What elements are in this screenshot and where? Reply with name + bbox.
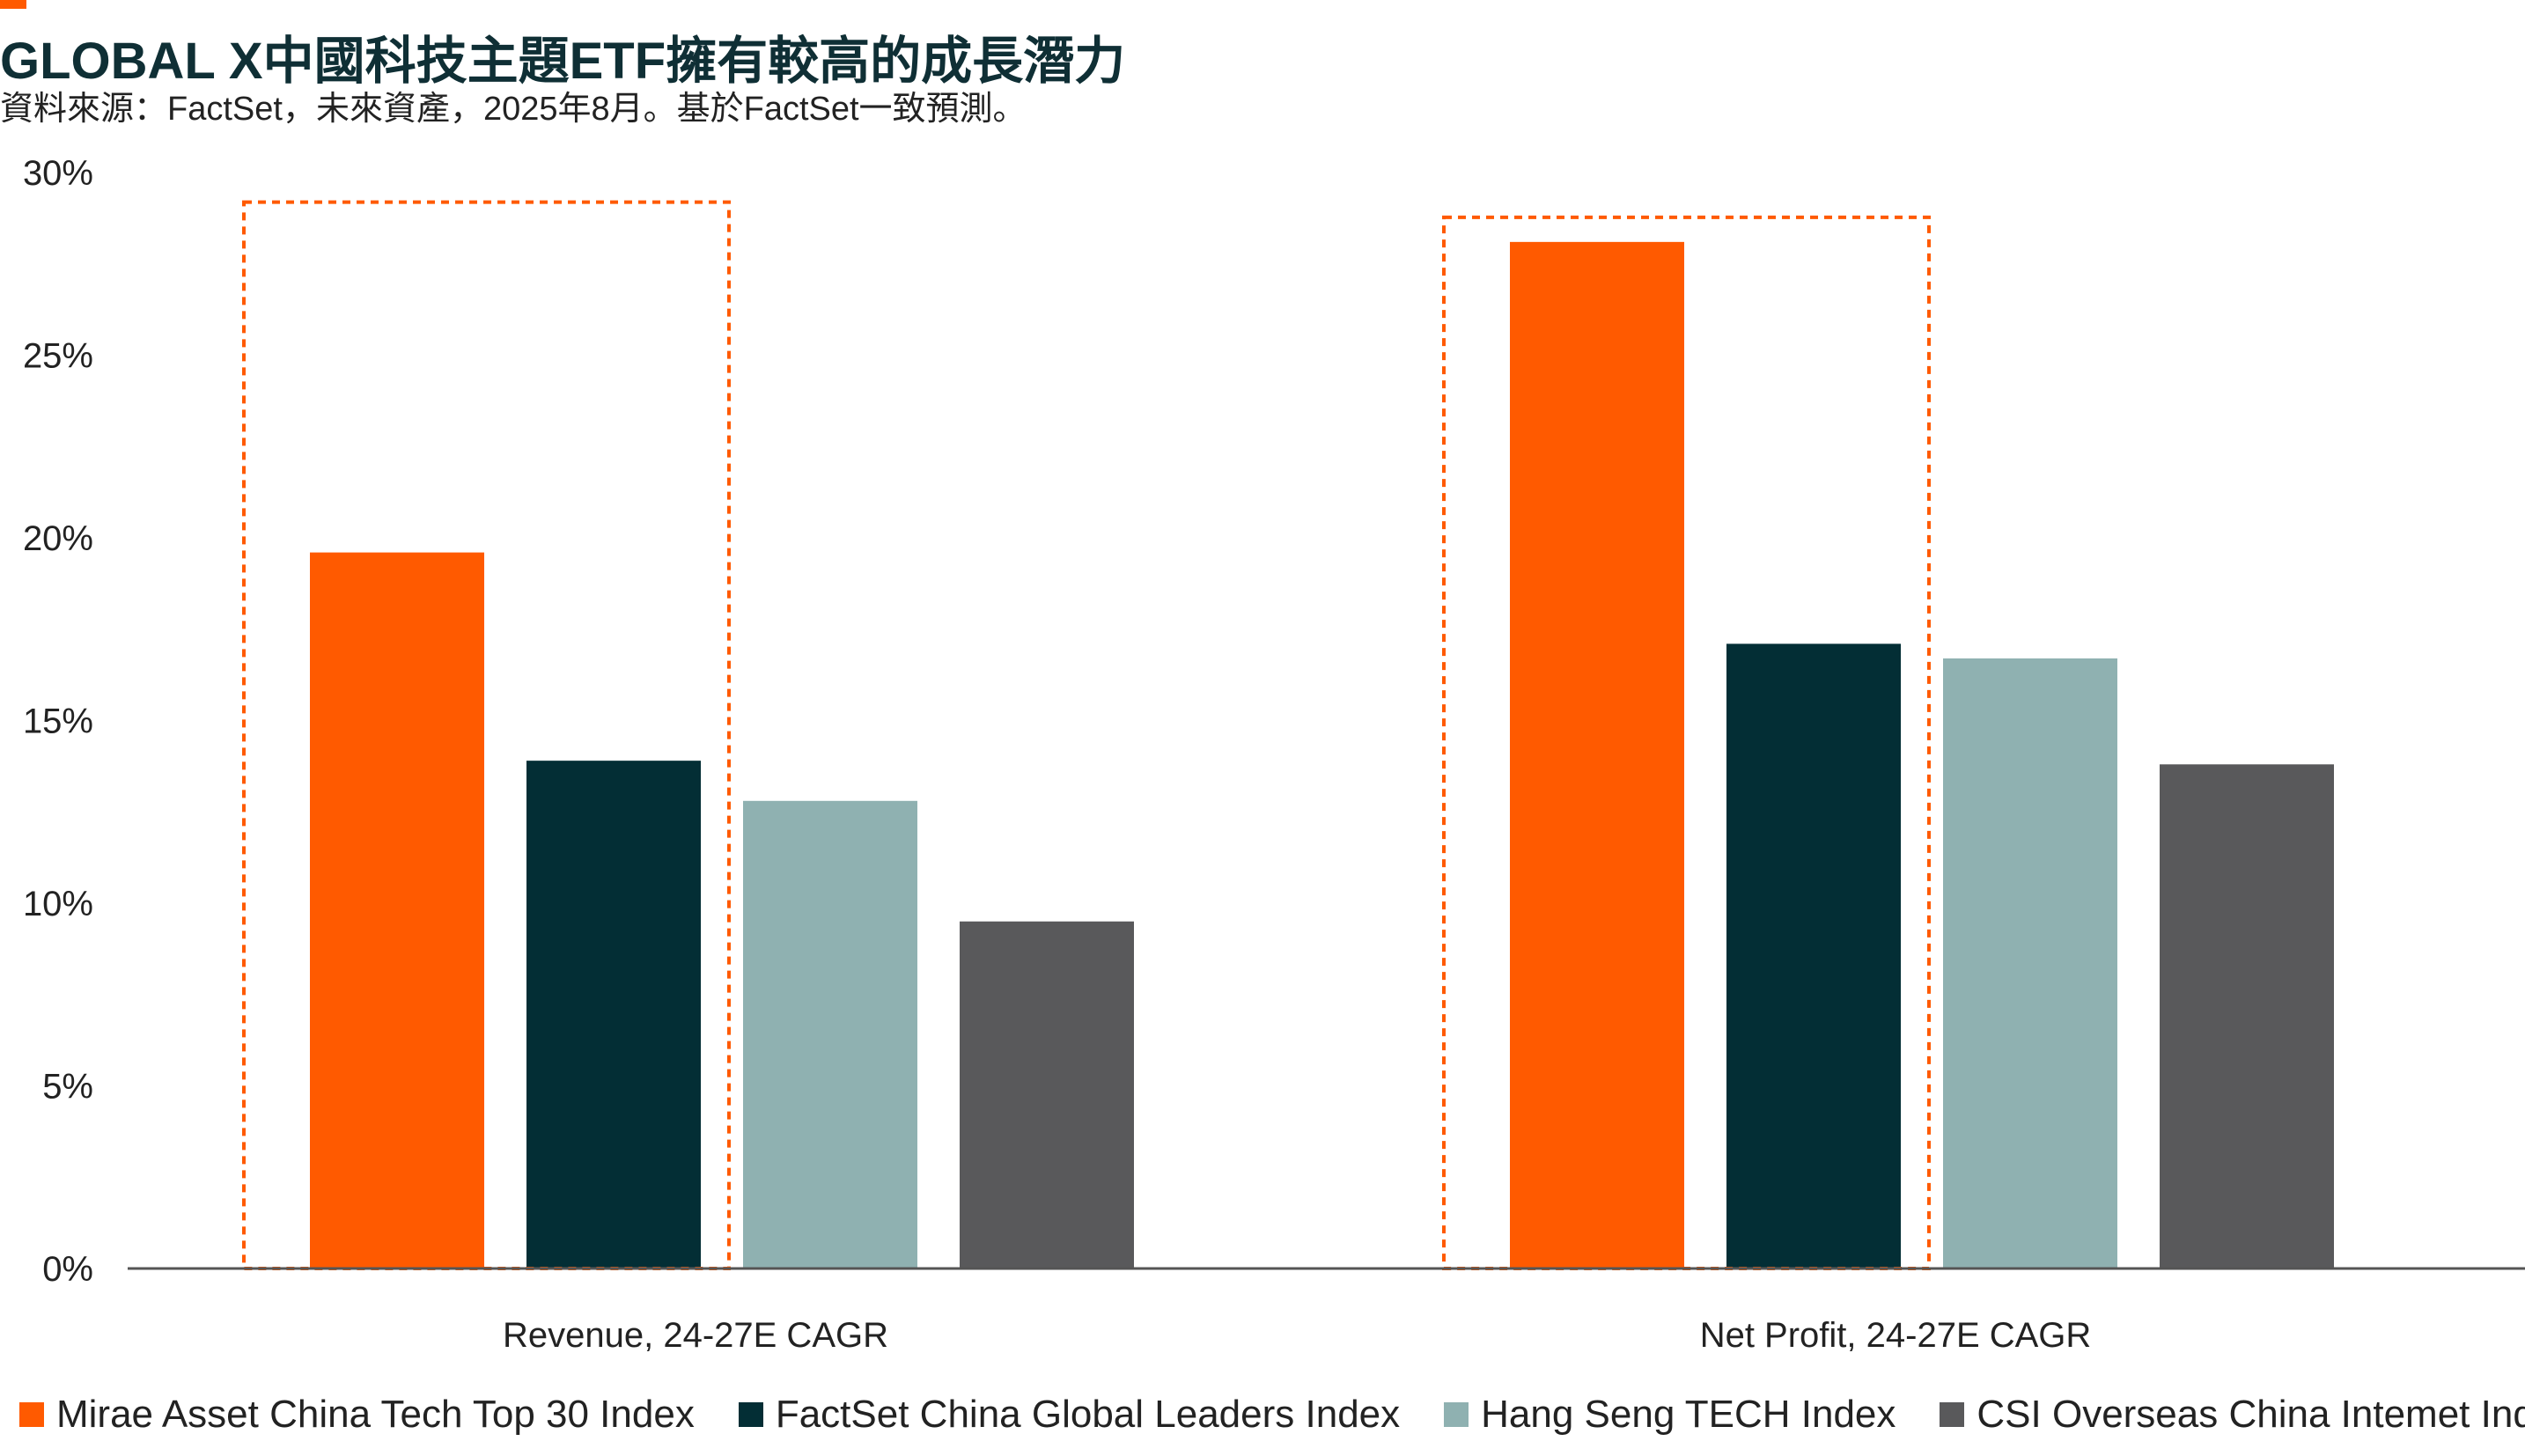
bar [1726,643,1901,1268]
y-tick-label: 0% [42,1250,93,1289]
y-tick-label: 10% [23,885,93,923]
legend-item: Hang Seng TECH Index [1444,1393,1896,1437]
legend-swatch [1940,1402,1965,1427]
legend-label: Mirae Asset China Tech Top 30 Index [56,1393,695,1436]
category-label: Revenue, 24-27E CAGR [503,1316,888,1355]
category-label: Net Profit, 24-27E CAGR [1700,1316,2092,1355]
accent-bar [0,0,26,9]
legend-item: CSI Overseas China Intemet Index [1940,1393,2525,1437]
legend-label: Hang Seng TECH Index [1481,1393,1896,1436]
y-tick-label: 20% [23,519,93,558]
legend-swatch [19,1402,44,1427]
y-tick-label: 30% [23,154,93,193]
legend-item: FactSet China Global Leaders Index [738,1393,1401,1437]
bar [743,800,917,1268]
bar [960,921,1134,1268]
legend-swatch [738,1402,763,1427]
legend-item: Mirae Asset China Tech Top 30 Index [19,1393,695,1437]
legend-label: FactSet China Global Leaders Index [775,1393,1401,1436]
bar [2160,764,2334,1268]
y-tick-label: 5% [42,1068,93,1107]
bar [526,761,701,1268]
legend-label: CSI Overseas China Intemet Index [1977,1393,2525,1436]
y-tick-label: 25% [23,337,93,376]
bar [1510,241,1684,1269]
legend-swatch [1444,1402,1469,1427]
chart-subtitle: 資料來源：FactSet，未來資產，2025年8月。基於FactSet一致預測。 [0,91,1027,128]
y-tick-label: 15% [23,702,93,741]
bar [1943,658,2117,1268]
legend: Mirae Asset China Tech Top 30 Index Fact… [19,1393,2525,1437]
chart-title: GLOBAL X中國科技主題ETF擁有較高的成長潛力 [0,33,1126,90]
bar [310,552,484,1268]
